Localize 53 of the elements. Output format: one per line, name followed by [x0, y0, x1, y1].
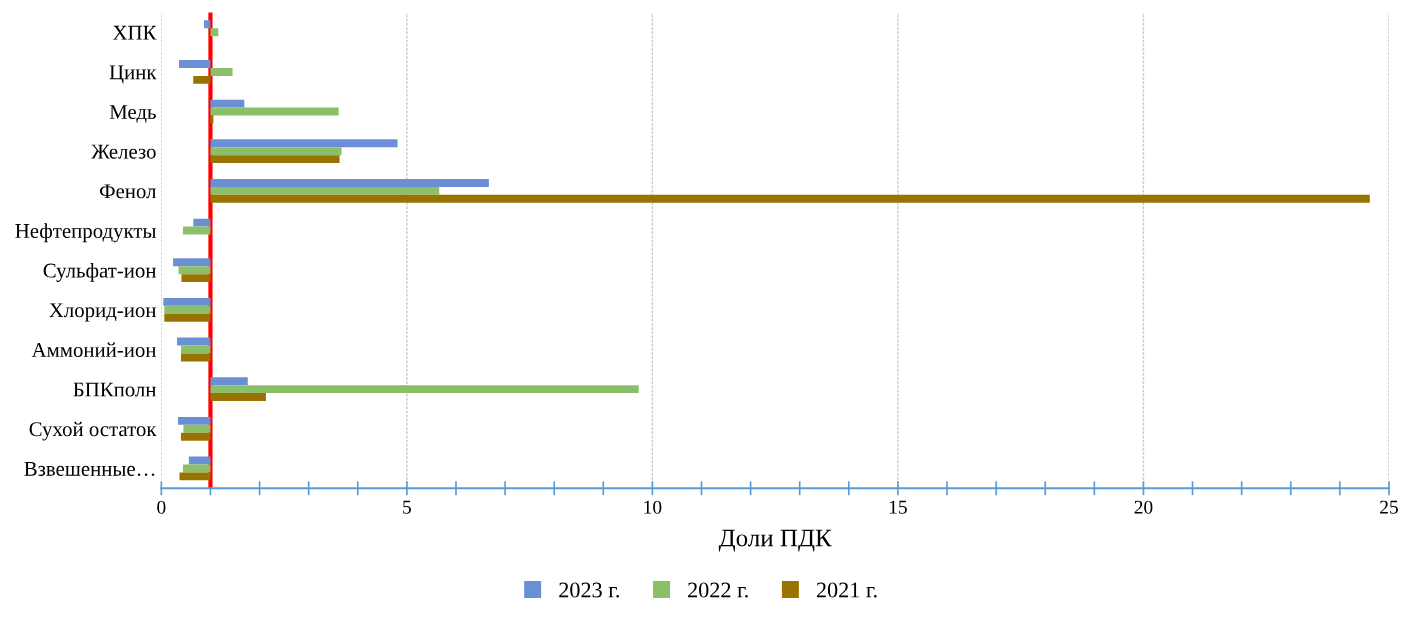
bar — [193, 75, 211, 84]
y-tick-label: Фенол — [99, 184, 156, 199]
bar — [178, 416, 211, 425]
y-tick-label: Хлорид-ион — [49, 303, 156, 322]
bar — [210, 377, 248, 386]
bar — [210, 139, 398, 148]
x-tick-label: 25 — [1380, 500, 1398, 514]
bar — [164, 313, 211, 322]
bar — [210, 147, 342, 156]
bar — [179, 60, 211, 68]
y-tick-label: БПКполн — [73, 382, 156, 397]
bar — [210, 194, 1370, 203]
bar — [210, 107, 339, 116]
y-tick-label: Медь — [109, 105, 156, 123]
y-tick-label: Взвешенные… — [24, 462, 155, 476]
bar — [210, 393, 266, 402]
y-tick-label: ХПК — [112, 25, 157, 40]
bar — [179, 472, 211, 481]
bar — [177, 337, 211, 346]
legend-label: 2021 г. — [816, 582, 877, 598]
y-tick-label: Железо — [91, 144, 156, 159]
bar — [210, 115, 214, 124]
x-tick-label: 0 — [157, 500, 166, 514]
bar — [163, 297, 211, 306]
legend-label: 2023 г. — [559, 582, 619, 598]
bar — [182, 464, 211, 473]
x-tick-label: 5 — [403, 500, 411, 514]
y-tick-label: Сульфат-ион — [43, 262, 156, 282]
bar — [180, 353, 211, 362]
bar — [181, 274, 211, 283]
bar — [204, 20, 211, 29]
bar — [164, 305, 211, 314]
bar — [210, 186, 440, 195]
bar — [193, 218, 211, 227]
x-tick-label: 15 — [889, 500, 907, 514]
x-axis-title: Доли ПДК — [718, 529, 832, 552]
y-tick-label: Сухой остаток — [29, 421, 157, 441]
bar — [173, 258, 211, 267]
y-tick-label: Цинк — [109, 65, 157, 84]
bar — [210, 99, 245, 108]
bar — [210, 67, 233, 76]
legend-label: 2022 г. — [688, 582, 748, 598]
bar — [183, 424, 211, 433]
y-tick-label: Аммоний-ион — [31, 342, 156, 357]
x-tick-label: 20 — [1134, 500, 1153, 514]
bar — [210, 385, 639, 394]
y-tick-label: Нефтепродукты — [15, 223, 156, 243]
bar — [210, 178, 489, 187]
x-tick-label: 10 — [644, 500, 662, 514]
bar — [178, 266, 211, 275]
bar — [210, 155, 340, 164]
bar — [210, 28, 219, 37]
bar — [180, 432, 211, 441]
